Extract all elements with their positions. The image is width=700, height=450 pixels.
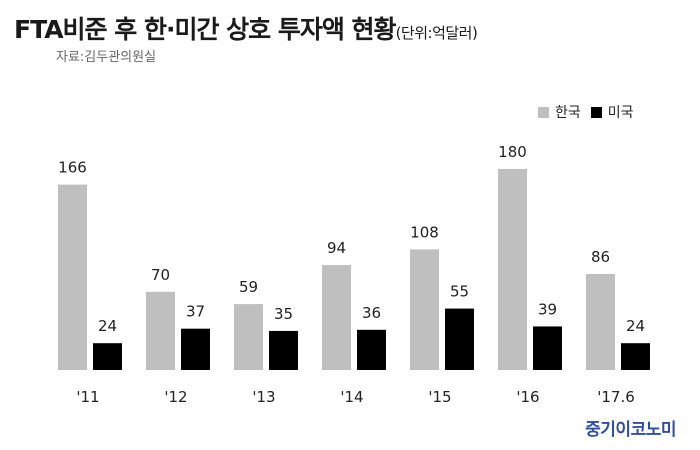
publisher-logo: 중기이코노미 [585,420,676,440]
x-tick-label-6: '17.6 [597,388,635,406]
bar-usa-0 [93,343,122,370]
data-label-korea-2: 59 [239,278,258,296]
bar-korea-4 [410,249,439,370]
data-label-usa-2: 35 [274,305,293,323]
data-label-korea-4: 108 [410,223,439,241]
data-label-usa-5: 39 [538,300,557,318]
data-label-korea-1: 70 [151,266,170,284]
data-label-korea-6: 86 [591,248,610,266]
bar-korea-6 [586,273,615,370]
legend-item-korea: 한국 [538,102,581,122]
bar-usa-2 [269,330,298,370]
bar-usa-5 [533,326,562,370]
bar-usa-3 [357,329,386,370]
legend-label-usa: 미국 [607,105,634,121]
bar-korea-1 [146,291,175,370]
data-label-korea-3: 94 [327,239,346,257]
bar-usa-4 [445,308,474,370]
bar-usa-1 [181,328,210,370]
title-unit: (단위:억달러) [395,24,478,42]
data-label-usa-4: 55 [450,283,469,301]
data-label-usa-0: 24 [98,317,117,335]
bar-korea-0 [58,184,87,370]
source-note: 자료:김두관의원실 [56,50,157,65]
data-label-usa-1: 37 [186,303,205,321]
x-tick-label-4: '15 [428,388,451,406]
legend-label-korea: 한국 [555,105,581,121]
title-main: FTA비준 후 한·미간 상호 투자액 현황 [14,15,397,44]
x-tick-label-0: '11 [76,388,99,406]
legend: 한국 미국 [538,102,634,122]
x-tick-label-5: '16 [516,388,539,406]
chart-title: FTA비준 후 한·미간 상호 투자액 현황(단위:억달러) [14,10,478,46]
data-label-korea-5: 180 [498,143,527,161]
bar-korea-2 [234,304,263,370]
data-label-usa-6: 24 [626,317,645,335]
x-tick-label-1: '12 [164,388,187,406]
bar-korea-3 [322,265,351,370]
x-tick-label-2: '13 [252,388,275,406]
legend-swatch-usa [590,106,602,118]
bar-korea-5 [498,169,527,370]
bar-usa-6 [621,343,650,370]
data-label-korea-0: 166 [58,159,87,177]
legend-item-usa: 미국 [590,102,634,122]
x-tick-label-3: '14 [340,388,363,406]
data-label-usa-3: 36 [362,304,381,322]
legend-swatch-korea [538,106,549,118]
